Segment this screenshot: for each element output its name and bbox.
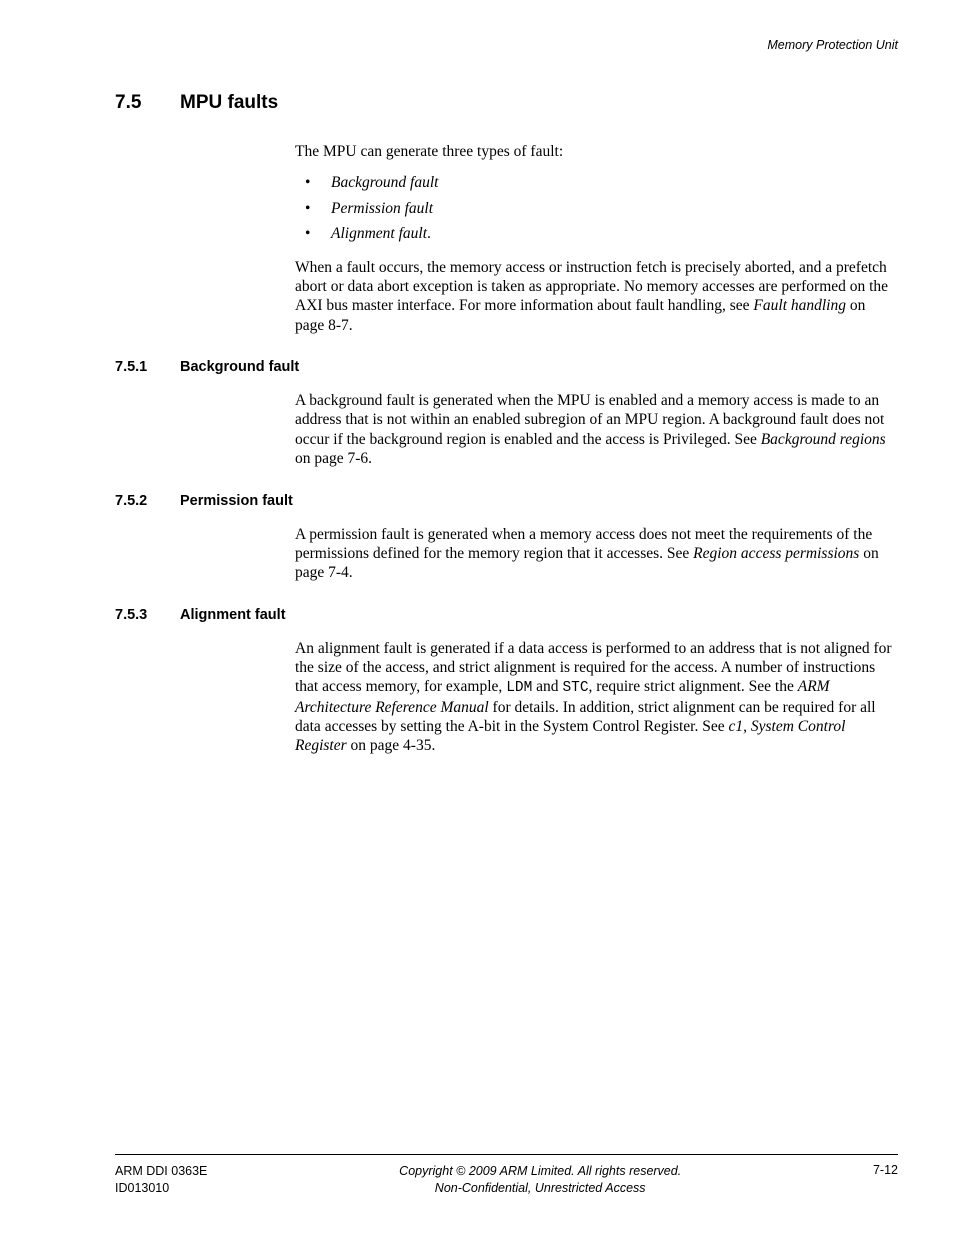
cross-reference: Region access permissions: [693, 545, 859, 562]
cross-reference: Fault handling: [753, 297, 846, 314]
text-span: on page 4-35.: [347, 737, 436, 754]
list-item: Background fault: [295, 173, 898, 192]
subsection-number: 7.5.3: [115, 607, 180, 623]
subsection-heading: 7.5.1 Background fault: [115, 359, 898, 375]
copyright: Copyright © 2009 ARM Limited. All rights…: [399, 1163, 681, 1180]
cross-reference: Background regions: [761, 431, 886, 448]
subsection-title: Alignment fault: [180, 607, 286, 623]
subsection-number: 7.5.2: [115, 493, 180, 509]
text-span: , require strict alignment. See the: [589, 678, 798, 695]
text-span: and: [532, 678, 562, 695]
page-number: 7-12: [873, 1163, 898, 1177]
paragraph: A permission fault is generated when a m…: [295, 525, 898, 583]
paragraph: An alignment fault is generated if a dat…: [295, 639, 898, 756]
page: Memory Protection Unit 7.5 MPU faults Th…: [0, 0, 954, 1235]
section-body: The MPU can generate three types of faul…: [295, 142, 898, 335]
intro-paragraph: The MPU can generate three types of faul…: [295, 142, 898, 161]
footer-left: ARM DDI 0363E ID013010: [115, 1163, 207, 1197]
paragraph: A background fault is generated when the…: [295, 391, 898, 469]
subsection-body: A background fault is generated when the…: [295, 391, 898, 469]
subsection-title: Background fault: [180, 359, 299, 375]
confidentiality: Non-Confidential, Unrestricted Access: [399, 1180, 681, 1197]
footer-row: ARM DDI 0363E ID013010 Copyright © 2009 …: [115, 1163, 898, 1197]
text-span: on page 7-6.: [295, 450, 372, 467]
subsection-body: An alignment fault is generated if a dat…: [295, 639, 898, 756]
list-item-text: Permission fault: [331, 200, 433, 217]
subsection-heading: 7.5.2 Permission fault: [115, 493, 898, 509]
code-span: LDM: [506, 680, 532, 696]
section-number: 7.5: [115, 92, 180, 114]
list-item-text: Background fault: [331, 174, 438, 191]
doc-id: ARM DDI 0363E: [115, 1163, 207, 1180]
running-header: Memory Protection Unit: [767, 38, 898, 52]
list-item-punct: .: [427, 225, 431, 242]
section-title: MPU faults: [180, 92, 278, 114]
subsection-heading: 7.5.3 Alignment fault: [115, 607, 898, 623]
section-heading: 7.5 MPU faults: [115, 92, 898, 114]
list-item-text: Alignment fault: [331, 225, 427, 242]
code-span: STC: [562, 680, 588, 696]
after-bullet-paragraph: When a fault occurs, the memory access o…: [295, 258, 898, 336]
doc-revision: ID013010: [115, 1180, 207, 1197]
subsection-number: 7.5.1: [115, 359, 180, 375]
content-area: 7.5 MPU faults The MPU can generate thre…: [115, 92, 898, 768]
subsection-title: Permission fault: [180, 493, 293, 509]
list-item: Alignment fault.: [295, 224, 898, 243]
subsection-body: A permission fault is generated when a m…: [295, 525, 898, 583]
footer-rule: [115, 1154, 898, 1155]
list-item: Permission fault: [295, 199, 898, 218]
fault-type-list: Background fault Permission fault Alignm…: [295, 173, 898, 243]
footer-center: Copyright © 2009 ARM Limited. All rights…: [399, 1163, 681, 1197]
page-footer: ARM DDI 0363E ID013010 Copyright © 2009 …: [115, 1154, 898, 1197]
